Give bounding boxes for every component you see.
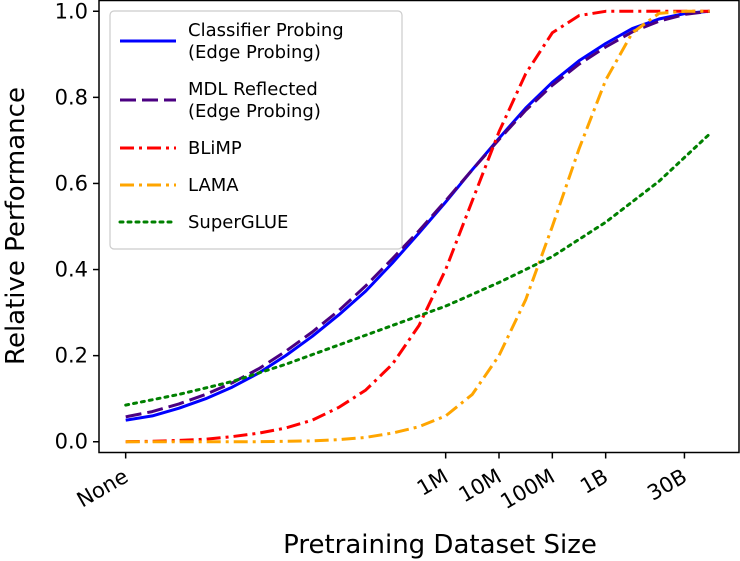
y-tick-label: 0.4 (55, 258, 88, 282)
y-tick-label: 1.0 (55, 0, 88, 23)
y-tick-label: 0.6 (55, 171, 88, 195)
x-tick-label: 1B (576, 464, 612, 499)
x-axis-label: Pretraining Dataset Size (283, 530, 597, 560)
legend-label: MDL Reflected (188, 79, 318, 100)
x-tick-label: 10M (455, 464, 506, 507)
legend-label: SuperGLUE (188, 212, 288, 233)
y-tick-label: 0.8 (55, 85, 88, 109)
y-axis-ticks: 0.0 0.2 0.4 0.6 0.8 1.0 (55, 0, 99, 454)
plot-frame (98, 0, 740, 454)
series-lines (124, 9, 712, 444)
legend: Classifier Probing(Edge Probing)MDL Refl… (109, 10, 403, 250)
series-line-superglue (124, 132, 712, 407)
legend-box (109, 10, 403, 250)
legend-label: (Edge Probing) (188, 42, 321, 63)
x-tick-label: None (73, 464, 132, 512)
x-tick-label: 30B (643, 464, 691, 505)
legend-label: LAMA (188, 175, 239, 196)
legend-label: Classifier Probing (188, 20, 344, 41)
y-axis-label: Relative Performance (1, 87, 31, 365)
y-tick-label: 0.2 (55, 344, 88, 368)
y-tick-label: 0.0 (55, 430, 88, 454)
legend-label: (Edge Probing) (188, 101, 321, 122)
legend-label: BLiMP (188, 138, 242, 159)
x-tick-label: 1M (413, 464, 452, 501)
x-tick-label: 100M (496, 464, 558, 514)
series-line-blimp (125, 9, 710, 444)
series-line-mdl-reflected (125, 9, 710, 419)
series-line-classifier-probing (125, 9, 710, 422)
